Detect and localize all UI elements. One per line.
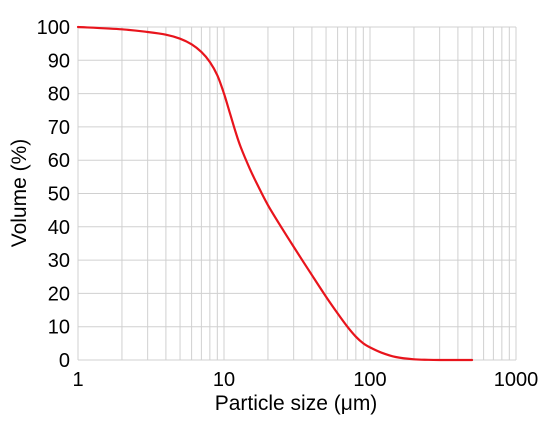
- x-tick-label: 1000: [494, 369, 539, 391]
- y-tick-label: 80: [48, 84, 70, 106]
- y-tick-label: 60: [48, 150, 70, 172]
- y-tick-label: 50: [48, 184, 70, 206]
- y-tick-label: 100: [37, 17, 70, 39]
- series-layer: [76, 25, 474, 362]
- y-tick-label: 40: [48, 217, 70, 239]
- x-axis-ticks: 1 10 100 1000: [72, 369, 538, 391]
- y-tick-label: 70: [48, 117, 70, 139]
- y-tick-label: 30: [48, 250, 70, 272]
- y-tick-label: 90: [48, 50, 70, 72]
- y-axis-label: Volume (%): [8, 139, 31, 248]
- y-tick-label: 0: [59, 350, 70, 372]
- series-line: [76, 25, 474, 362]
- x-tick-label: 1: [72, 369, 83, 391]
- x-tick-label: 10: [213, 369, 235, 391]
- y-tick-label: 10: [48, 317, 70, 339]
- y-axis-ticks: 0 10 20 30 40 50 60 70 80 90 100: [37, 17, 70, 372]
- x-axis-label: Particle size (μm): [215, 392, 378, 415]
- grid: [77, 26, 517, 361]
- x-tick-label: 100: [353, 369, 386, 391]
- y-tick-label: 20: [48, 283, 70, 305]
